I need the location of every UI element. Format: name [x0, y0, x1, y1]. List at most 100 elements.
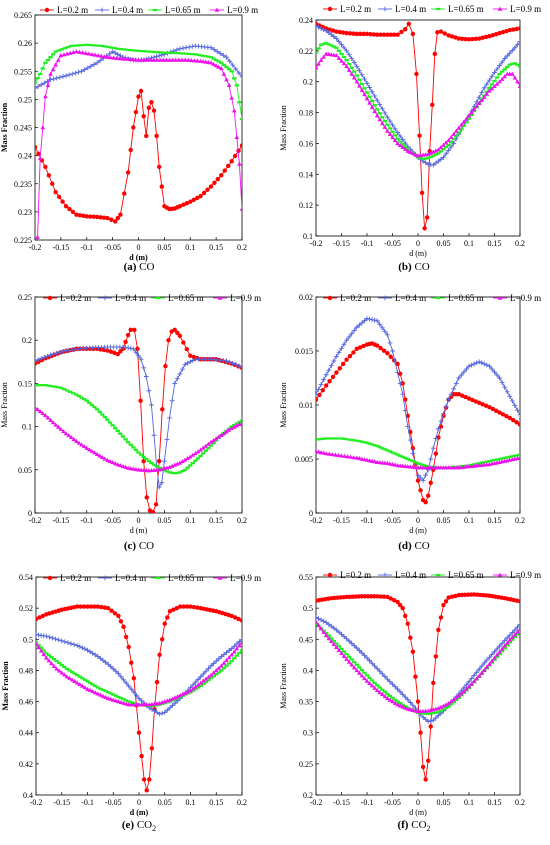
- data-point: [63, 204, 69, 209]
- data-point: [118, 463, 123, 468]
- data-point: [390, 134, 395, 139]
- y-tick-label: 0.2: [303, 791, 313, 800]
- y-tick-label: 0.05: [18, 466, 32, 475]
- data-point: [91, 214, 96, 219]
- data-point: [436, 713, 441, 718]
- data-point: [371, 32, 376, 37]
- data-point: [410, 707, 416, 712]
- data-point: [237, 422, 242, 427]
- data-point: [489, 652, 495, 657]
- legend-marker: [497, 572, 503, 577]
- data-point: [324, 383, 329, 388]
- data-point: [348, 454, 353, 459]
- data-point: [40, 125, 46, 130]
- x-axis-label: d (m): [409, 249, 427, 258]
- data-point: [69, 677, 75, 682]
- data-point: [397, 381, 403, 386]
- data-point: [320, 388, 325, 393]
- data-point: [346, 67, 352, 72]
- data-point: [385, 332, 390, 338]
- data-point: [183, 45, 189, 51]
- legend-label: L=0.4 m: [112, 5, 143, 15]
- data-point: [470, 36, 475, 42]
- data-point: [101, 347, 107, 353]
- data-point: [515, 407, 520, 413]
- data-point: [337, 29, 342, 35]
- data-point: [433, 654, 439, 659]
- series-L-0-2-m: [316, 21, 520, 231]
- data-point: [60, 349, 66, 354]
- data-point: [397, 602, 403, 608]
- data-point: [221, 71, 227, 76]
- data-point: [494, 652, 500, 657]
- data-point: [423, 716, 429, 722]
- data-point: [379, 106, 385, 112]
- data-point: [359, 87, 365, 92]
- legend-label: L=0.65 m: [165, 5, 201, 15]
- data-point: [56, 668, 62, 673]
- data-point: [57, 349, 63, 355]
- data-point: [131, 676, 137, 681]
- data-point: [150, 509, 156, 513]
- legend-label: L=0.9 m: [230, 293, 261, 303]
- y-tick-label: 0.52: [19, 604, 33, 613]
- data-point: [331, 358, 337, 364]
- data-point: [428, 456, 434, 462]
- data-point: [354, 645, 360, 651]
- data-point: [420, 714, 426, 720]
- data-point: [494, 31, 499, 37]
- data-point: [423, 472, 429, 478]
- data-point: [418, 488, 423, 493]
- data-point: [392, 137, 398, 143]
- data-point: [453, 128, 459, 133]
- data-point: [141, 777, 147, 782]
- x-tick-label: 0.15: [209, 798, 223, 807]
- data-point: [66, 72, 72, 78]
- data-point: [121, 677, 126, 683]
- data-point: [431, 149, 436, 154]
- data-point: [387, 118, 393, 124]
- data-point: [36, 151, 41, 156]
- x-tick-label: -0.15: [53, 798, 70, 807]
- data-point: [229, 613, 234, 619]
- data-point: [483, 403, 489, 408]
- data-point: [392, 126, 398, 132]
- data-point: [354, 346, 359, 352]
- data-point: [369, 104, 375, 109]
- data-point: [206, 666, 211, 671]
- data-point: [466, 113, 472, 118]
- data-point: [167, 57, 172, 62]
- legend-marker: [382, 572, 388, 578]
- data-point: [35, 144, 38, 150]
- data-point: [51, 663, 57, 668]
- data-point: [171, 607, 176, 612]
- data-point: [102, 456, 108, 461]
- data-point: [382, 694, 388, 699]
- data-point: [166, 338, 171, 343]
- data-point: [435, 30, 440, 35]
- data-point: [66, 433, 71, 438]
- data-point: [118, 699, 124, 705]
- data-point: [426, 493, 431, 498]
- series-line: [36, 51, 242, 240]
- data-point: [38, 648, 44, 653]
- data-point: [108, 664, 114, 669]
- data-point: [230, 360, 236, 366]
- data-point: [109, 217, 114, 222]
- data-point: [70, 209, 76, 215]
- y-tick-label: 0.25: [299, 760, 313, 769]
- data-point: [213, 63, 219, 68]
- data-point: [92, 604, 97, 609]
- data-point: [441, 142, 446, 147]
- data-point: [378, 594, 383, 599]
- legend: L=0.2 m L=0.4 m L=0.65 m L=0.9 m: [43, 573, 261, 583]
- data-point: [336, 629, 342, 635]
- data-point: [339, 345, 344, 351]
- data-point: [100, 657, 106, 663]
- data-point: [318, 626, 324, 631]
- data-point: [143, 374, 149, 379]
- data-point: [451, 697, 456, 702]
- data-point: [476, 666, 482, 672]
- data-point: [502, 384, 508, 390]
- data-point: [229, 652, 234, 657]
